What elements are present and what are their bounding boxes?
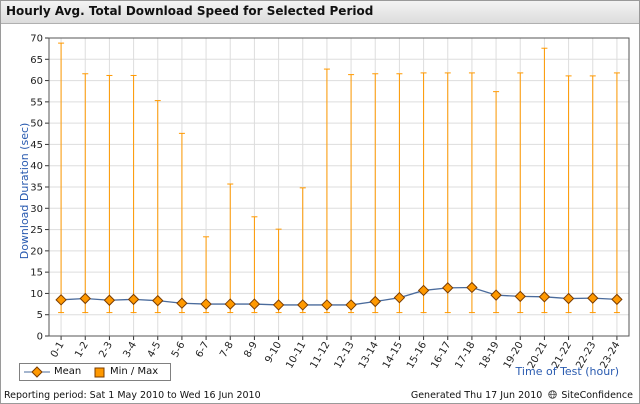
y-axis-label: Download Duration (sec) [18, 123, 31, 260]
mean-point [224, 298, 236, 310]
minmax-swatch-icon [94, 367, 105, 378]
mean-point [466, 281, 478, 294]
x-tick-label: 6-7 [194, 340, 212, 360]
legend-item-minmax: Min / Max [90, 365, 170, 379]
x-tick-label: 7-8 [218, 340, 236, 360]
x-tick-label: 18-19 [478, 340, 502, 371]
y-tick-label: 70 [30, 34, 43, 45]
y-tick-label: 40 [30, 161, 43, 172]
mean-series [55, 281, 623, 311]
x-tick-label: 15-16 [405, 340, 429, 371]
y-tick-label: 55 [30, 97, 43, 108]
x-tick-label: 5-6 [170, 340, 188, 360]
mean-point [55, 294, 67, 306]
mean-point [369, 295, 381, 308]
legend-label-minmax: Min / Max [110, 366, 159, 377]
y-tick-label: 60 [30, 76, 43, 87]
mean-marker-icon [24, 366, 50, 378]
mean-point [442, 282, 454, 294]
mean-point [152, 294, 164, 307]
generated-info: Generated Thu 17 Jun 2010 SiteConfidence [411, 390, 633, 401]
x-tick-label: 17-18 [453, 340, 477, 371]
x-tick-label: 10-11 [284, 340, 308, 371]
x-tick-label: 1-2 [73, 340, 91, 360]
y-tick-label: 20 [30, 246, 43, 257]
y-tick-label: 0 [37, 332, 43, 343]
mean-point [200, 298, 212, 310]
x-tick-label: 11-12 [308, 340, 332, 371]
x-tick-label: 14-15 [381, 340, 405, 371]
mean-point [79, 292, 91, 305]
x-tick-label: 4-5 [146, 340, 164, 360]
mean-point [562, 292, 575, 305]
mean-point [490, 289, 502, 301]
legend-label-mean: Mean [54, 366, 82, 377]
y-tick-label: 10 [30, 289, 43, 300]
brand-name: SiteConfidence [561, 390, 633, 401]
mean-point [321, 299, 333, 311]
mean-point [417, 284, 430, 297]
mean-point [611, 293, 623, 306]
mean-point [103, 294, 116, 306]
x-tick-label: 2-3 [97, 340, 115, 360]
y-tick-label: 30 [30, 204, 43, 215]
y-tick-label: 65 [30, 55, 43, 66]
mean-point [538, 291, 551, 303]
x-tick-label: 9-10 [263, 340, 284, 365]
globe-icon [548, 390, 557, 399]
mean-point [127, 293, 140, 306]
legend: Mean Min / Max [19, 363, 171, 381]
x-tick-label: 12-13 [333, 340, 357, 371]
mean-point [272, 299, 285, 311]
x-tick-label: 13-14 [357, 340, 381, 371]
mean-point [587, 292, 599, 304]
x-tick-label: 16-17 [429, 340, 453, 371]
chart-title: Hourly Avg. Total Download Speed for Sel… [6, 4, 374, 18]
x-tick-label: 3-4 [121, 340, 139, 360]
y-tick-label: 25 [30, 225, 43, 236]
mean-point [514, 290, 526, 303]
y-tick-label: 35 [30, 183, 43, 194]
x-tick-label: 8-9 [242, 340, 260, 360]
y-tick-label: 45 [30, 140, 43, 151]
mean-point [297, 299, 309, 311]
plot-border [48, 37, 630, 337]
y-tick-label: 5 [37, 310, 43, 321]
reporting-period: Reporting period: Sat 1 May 2010 to Wed … [4, 390, 261, 401]
mean-point [393, 291, 406, 304]
y-tick-label: 50 [30, 119, 43, 130]
minmax-bars [58, 42, 620, 314]
x-tick-label: 0-1 [49, 340, 67, 360]
y-tick-label: 15 [30, 268, 43, 279]
x-axis-label: Time of Test (hour) [515, 365, 619, 378]
legend-item-mean: Mean [24, 365, 84, 379]
generated-date: Generated Thu 17 Jun 2010 [410, 390, 543, 401]
mean-point [345, 299, 357, 311]
mean-point [248, 298, 261, 310]
grid [49, 37, 629, 337]
title-bar: Hourly Avg. Total Download Speed for Sel… [1, 1, 639, 24]
axis-labels: Download Duration (sec) Time of Test (ho… [18, 123, 619, 378]
mean-point [176, 297, 188, 309]
